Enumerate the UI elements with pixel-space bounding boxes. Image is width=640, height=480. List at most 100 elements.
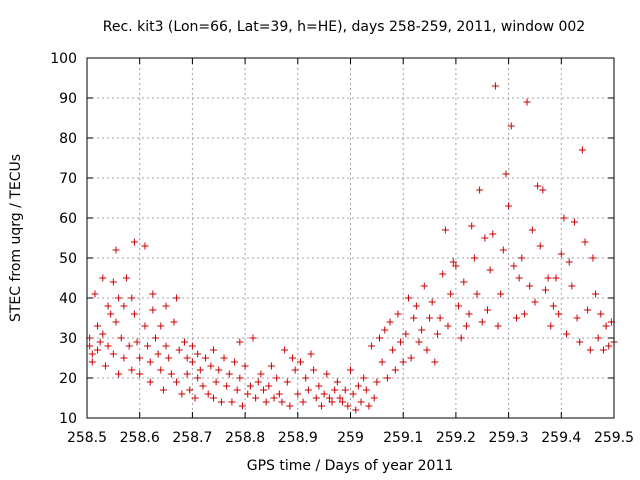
data-point xyxy=(333,378,341,386)
data-point xyxy=(112,246,120,254)
data-point xyxy=(101,362,109,370)
data-point xyxy=(162,342,170,350)
data-point xyxy=(381,326,389,334)
data-point xyxy=(357,398,365,406)
y-tick-labels: 10 20 30 40 50 60 70 80 90 100 xyxy=(50,51,77,427)
x-tick-label: 259.1 xyxy=(383,430,423,446)
data-point xyxy=(452,262,460,270)
y-tick-label: 90 xyxy=(59,91,77,107)
data-point xyxy=(328,398,336,406)
data-point xyxy=(236,374,244,382)
data-point xyxy=(507,122,515,130)
x-tick-labels: 258.5 258.6 258.7 258.8 258.9 259 259.1 259.2 25… xyxy=(67,430,634,446)
data-point xyxy=(563,330,571,338)
data-point xyxy=(267,362,275,370)
data-point xyxy=(252,394,260,402)
data-point xyxy=(183,370,191,378)
data-point xyxy=(339,398,347,406)
data-point xyxy=(254,378,262,386)
data-point xyxy=(162,302,170,310)
x-tick-label: 259.2 xyxy=(436,430,476,446)
data-point xyxy=(204,390,212,398)
data-point xyxy=(128,366,136,374)
data-point xyxy=(599,346,607,354)
data-point xyxy=(107,310,115,318)
data-point xyxy=(557,250,565,258)
data-point xyxy=(286,402,294,410)
data-point xyxy=(109,350,117,358)
data-point xyxy=(402,330,410,338)
data-point xyxy=(344,402,352,410)
data-point xyxy=(439,270,447,278)
data-point xyxy=(175,346,183,354)
data-point xyxy=(499,246,507,254)
data-point xyxy=(368,342,376,350)
data-point xyxy=(104,342,112,350)
data-point xyxy=(465,310,473,318)
y-tick-label: 50 xyxy=(59,251,77,267)
data-point xyxy=(497,290,505,298)
data-point xyxy=(428,298,436,306)
data-point xyxy=(133,338,141,346)
data-point xyxy=(112,318,120,326)
data-point xyxy=(592,290,600,298)
data-point xyxy=(125,342,133,350)
x-tick-label: 259 xyxy=(337,430,364,446)
data-point xyxy=(489,230,497,238)
data-point xyxy=(455,302,463,310)
data-point xyxy=(128,294,136,302)
data-point xyxy=(349,390,357,398)
x-tick-label: 259.5 xyxy=(594,430,634,446)
data-point xyxy=(447,290,455,298)
data-point xyxy=(484,306,492,314)
data-point xyxy=(120,354,128,362)
data-point xyxy=(318,402,326,410)
data-point xyxy=(188,342,196,350)
data-point xyxy=(209,394,217,402)
data-point xyxy=(209,346,217,354)
data-point xyxy=(246,382,254,390)
data-point xyxy=(420,282,428,290)
data-point xyxy=(325,394,333,402)
data-point xyxy=(510,262,518,270)
data-point xyxy=(186,386,194,394)
data-point xyxy=(88,350,96,358)
data-point xyxy=(154,350,162,358)
data-point xyxy=(149,306,157,314)
data-point xyxy=(217,398,225,406)
data-point xyxy=(423,346,431,354)
data-point xyxy=(278,398,286,406)
data-point xyxy=(570,218,578,226)
data-point xyxy=(573,314,581,322)
data-point xyxy=(544,274,552,282)
data-point xyxy=(426,314,434,322)
data-point xyxy=(491,82,499,90)
data-point xyxy=(481,234,489,242)
data-point xyxy=(433,330,441,338)
data-points xyxy=(86,82,618,414)
data-point xyxy=(136,370,144,378)
data-point xyxy=(462,322,470,330)
y-tick-label: 100 xyxy=(50,51,77,67)
data-point xyxy=(109,278,117,286)
data-point xyxy=(362,386,370,394)
data-point xyxy=(444,322,452,330)
data-point xyxy=(412,302,420,310)
data-point xyxy=(152,334,160,342)
data-point xyxy=(228,398,236,406)
data-point xyxy=(94,322,102,330)
data-point xyxy=(394,310,402,318)
data-point xyxy=(202,354,210,362)
plot-frame xyxy=(86,57,615,419)
data-point xyxy=(391,366,399,374)
x-tick-label: 258.5 xyxy=(67,430,107,446)
data-point xyxy=(130,310,138,318)
data-point xyxy=(289,354,297,362)
chart-title: Rec. kit3 (Lon=66, Lat=39, h=HE), days 2… xyxy=(103,19,585,35)
data-point xyxy=(602,322,610,330)
x-tick-label: 258.6 xyxy=(120,430,160,446)
data-point xyxy=(315,382,323,390)
data-point xyxy=(373,378,381,386)
data-point xyxy=(410,314,418,322)
data-point xyxy=(441,226,449,234)
